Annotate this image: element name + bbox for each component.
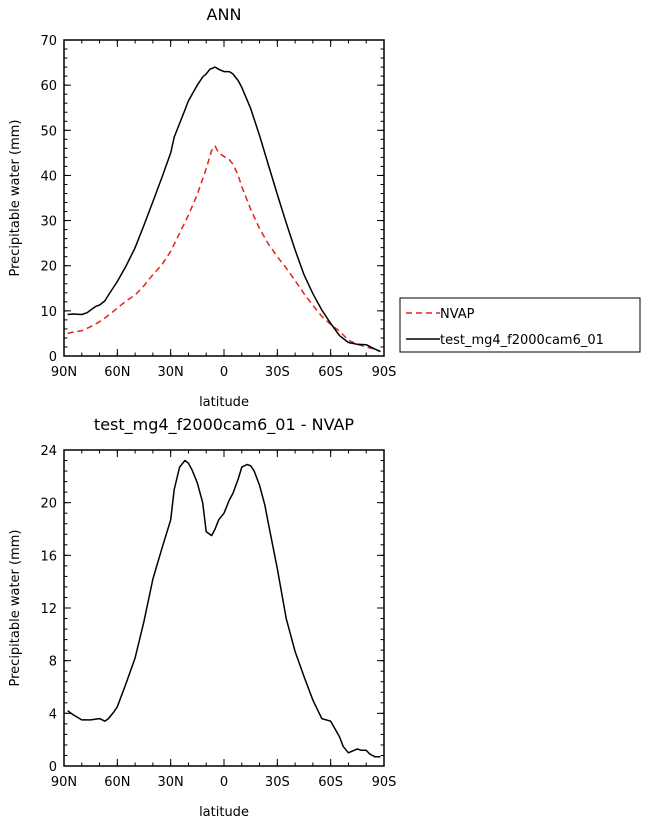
y-tick-label-0-5: 50 <box>40 124 57 139</box>
y-tick-label-1-4: 16 <box>40 549 57 564</box>
y-tick-label-1-3: 12 <box>40 602 57 617</box>
x-axis-label-annual: latitude <box>199 395 249 410</box>
legend-label-nvap: NVAP <box>440 307 475 322</box>
plot-frame-annual <box>63 39 385 357</box>
x-tick-label-1-5: 60S <box>318 775 343 790</box>
series-line-1-0 <box>67 459 381 758</box>
legend: NVAP test_mg4_f2000cam6_01 <box>399 297 641 353</box>
ticks-difference: 0 4 8 12 16 20 24 90N 60N 30N 0 30S 60S 90S <box>40 444 396 790</box>
x-tick-label-1-0: 90N <box>51 775 77 790</box>
panel-difference: test_mg4_f2000cam6_01 - NVAP 0 4 8 12 16 20 24… <box>8 415 396 820</box>
ticks-annual: 0 10 20 30 40 50 60 70 90N 60N 30N 0 30S 60S 90S <box>40 34 396 380</box>
legend-box <box>399 297 641 353</box>
y-tick-label-1-1: 4 <box>49 707 57 722</box>
legend-label-model: test_mg4_f2000cam6_01 <box>440 333 604 348</box>
x-tick-label-1-2: 30N <box>158 775 184 790</box>
series-line-0-0 <box>67 145 381 353</box>
series-line-0-1 <box>67 66 381 353</box>
y-axis-label-annual: Precipitable water (mm) <box>8 120 23 277</box>
y-tick-label-1-2: 8 <box>49 655 57 670</box>
y-tick-label-0-2: 20 <box>40 260 57 275</box>
y-tick-label-1-5: 20 <box>40 497 57 512</box>
y-axis-label-difference: Precipitable water (mm) <box>8 530 23 687</box>
chart-title-annual: ANN <box>207 5 242 24</box>
panel-annual: ANN 0 10 20 30 40 50 60 70 90N 60N 30N 0 30S 60S 90S l… <box>8 5 396 410</box>
y-tick-label-0-0: 0 <box>49 350 57 365</box>
x-axis-label-difference: latitude <box>199 805 249 820</box>
series-annual <box>67 66 381 353</box>
x-tick-label-0-0: 90N <box>51 365 77 380</box>
x-tick-label-1-6: 90S <box>372 775 397 790</box>
x-tick-label-0-1: 60N <box>104 365 130 380</box>
x-tick-label-0-6: 90S <box>372 365 397 380</box>
chart-title-difference: test_mg4_f2000cam6_01 - NVAP <box>94 415 355 435</box>
y-tick-label-0-1: 10 <box>40 305 57 320</box>
y-tick-label-1-0: 0 <box>49 760 57 775</box>
x-tick-label-1-1: 60N <box>104 775 130 790</box>
y-tick-label-0-7: 70 <box>40 34 57 49</box>
plot-frame-difference <box>63 449 385 767</box>
series-difference <box>67 459 381 758</box>
y-tick-label-0-3: 30 <box>40 215 57 230</box>
y-tick-label-0-6: 60 <box>40 79 57 94</box>
x-tick-label-1-4: 30S <box>265 775 290 790</box>
x-tick-label-1-3: 0 <box>220 775 228 790</box>
y-tick-label-0-4: 40 <box>40 169 57 184</box>
y-tick-label-1-6: 24 <box>40 444 57 459</box>
x-tick-label-0-3: 0 <box>220 365 228 380</box>
x-tick-label-0-4: 30S <box>265 365 290 380</box>
x-tick-label-0-2: 30N <box>158 365 184 380</box>
x-tick-label-0-5: 60S <box>318 365 343 380</box>
